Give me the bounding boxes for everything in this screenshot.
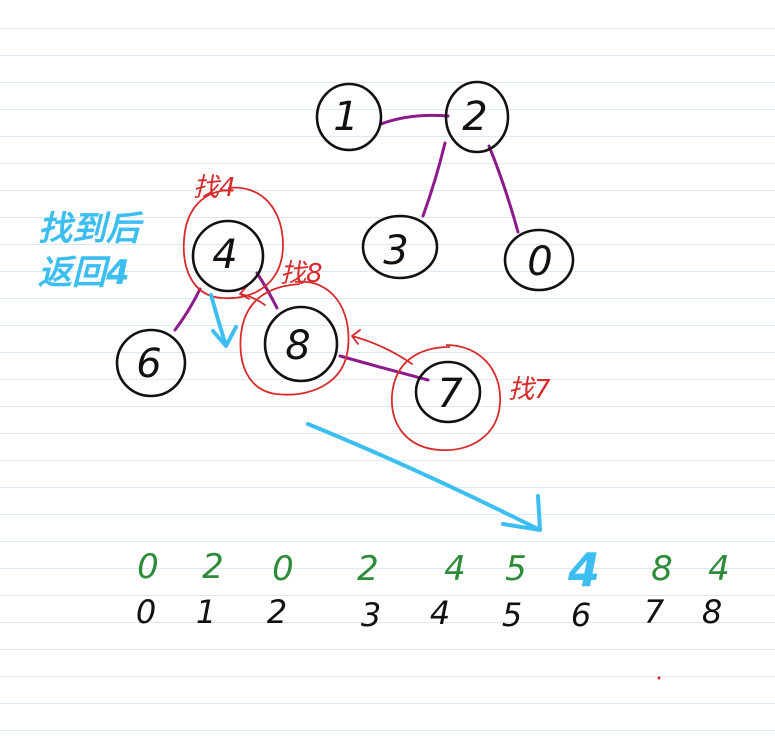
parent-value-7: 8 — [651, 549, 673, 589]
found-text-line1: 找到后 — [38, 209, 144, 249]
parent-array-row: 0 2 0 2 4 5 4 8 4 — [137, 543, 730, 597]
red-annotations: 找4 找8 找7 — [182, 173, 551, 451]
find-8-label: 找8 — [280, 259, 323, 289]
node-4: 4 — [191, 219, 265, 293]
edge-4-8 — [255, 271, 279, 310]
edge-1-2 — [379, 113, 450, 126]
index-2: 2 — [267, 593, 287, 631]
parent-value-4: 4 — [444, 549, 466, 589]
parent-value-6-highlighted: 4 — [567, 543, 600, 597]
index-3: 3 — [361, 596, 381, 634]
parent-value-8: 4 — [708, 549, 730, 589]
node-7-label: 7 — [437, 371, 463, 417]
index-8: 8 — [702, 593, 722, 631]
blue-annotations: 找到后 返回4 — [38, 209, 542, 532]
highlight-circle-7 — [391, 344, 501, 451]
parent-value-0: 0 — [137, 547, 159, 587]
parent-value-2: 0 — [272, 549, 294, 589]
node-6: 6 — [115, 328, 187, 398]
edge-4-6 — [173, 287, 202, 332]
find-7-label: 找7 — [508, 375, 551, 405]
stray-red-dot — [657, 676, 661, 680]
node-6-label: 6 — [136, 341, 161, 387]
node-0: 0 — [503, 228, 575, 292]
node-7: 7 — [414, 360, 482, 424]
index-1: 1 — [196, 593, 216, 631]
highlight-circle-4 — [182, 186, 284, 299]
node-1-label: 1 — [333, 94, 358, 140]
index-4: 4 — [430, 594, 450, 632]
parent-value-1: 2 — [202, 547, 224, 587]
edge-2-3 — [421, 141, 447, 218]
node-0-label: 0 — [527, 239, 552, 285]
index-6: 6 — [571, 596, 591, 634]
parent-value-3: 2 — [357, 549, 379, 589]
find-4-label: 找4 — [193, 173, 236, 203]
edge-8-7 — [338, 354, 430, 382]
index-7: 7 — [644, 593, 665, 631]
node-2: 2 — [444, 80, 510, 154]
node-3-label: 3 — [383, 228, 408, 274]
node-4-label: 4 — [212, 232, 237, 278]
found-text-line2: 返回4 — [38, 253, 130, 293]
edge-2-0 — [487, 144, 520, 234]
parent-value-5: 5 — [505, 549, 527, 589]
index-5: 5 — [502, 596, 522, 634]
node-8: 8 — [263, 305, 339, 383]
arrow-7-to-8 — [351, 329, 413, 365]
index-0: 0 — [136, 593, 156, 631]
node-2-label: 2 — [462, 94, 487, 140]
blue-down-arrow — [209, 293, 238, 348]
node-3: 3 — [361, 214, 439, 280]
index-array-row: 0 1 2 3 4 5 6 7 8 — [136, 593, 722, 634]
node-1: 1 — [315, 82, 383, 152]
highlight-circle-8 — [239, 280, 350, 396]
blue-long-arrow — [306, 422, 542, 532]
nodes-layer: 1 2 3 0 4 6 8 7 — [115, 80, 575, 424]
node-8-label: 8 — [285, 323, 310, 369]
